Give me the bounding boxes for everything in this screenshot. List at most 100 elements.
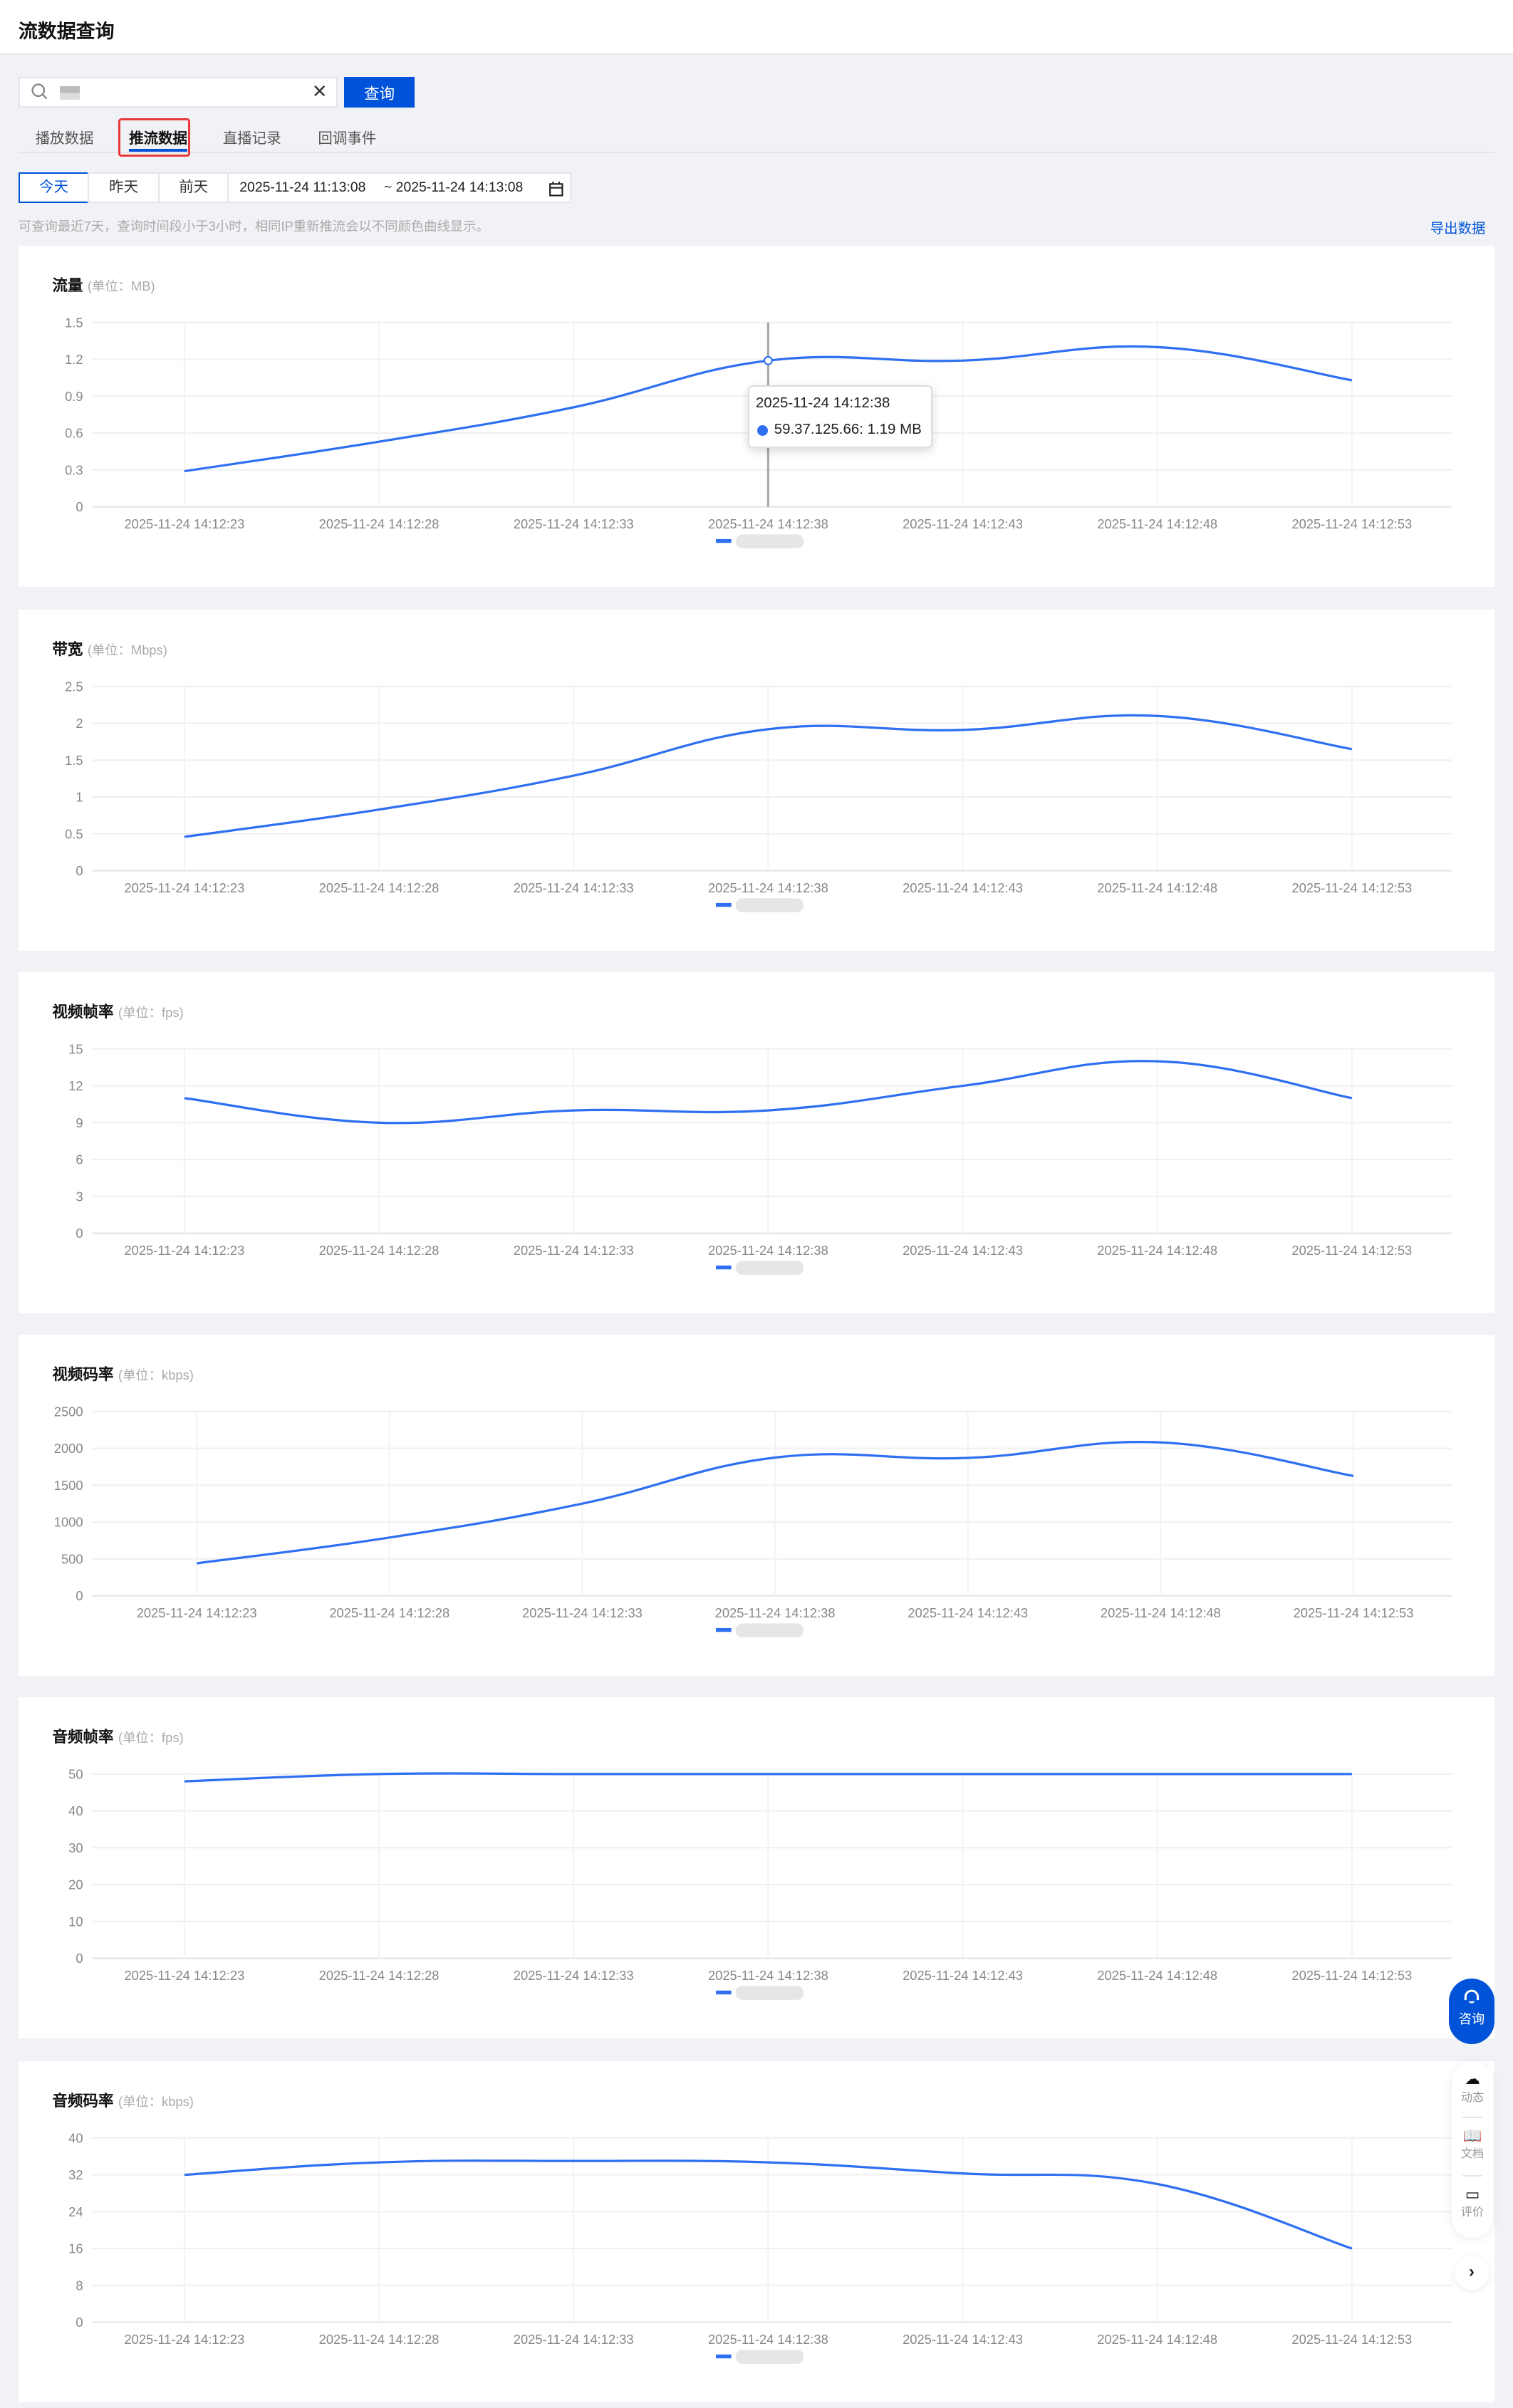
chart-title: 流量 (单位：MB) [52, 273, 155, 296]
page-header: 流数据查询 [0, 0, 1513, 56]
date-day-before-button[interactable]: 前天 [158, 172, 229, 203]
query-hint: 可查询最近7天，查询时间段小于3小时，相同IP重新推流会以不同颜色曲线显示。 [18, 219, 489, 234]
tab-live-records[interactable]: 直播记录 [222, 130, 281, 147]
date-today-button[interactable]: 今天 [18, 172, 90, 203]
date-yesterday-button[interactable]: 昨天 [87, 172, 160, 203]
x-tick-label: 2025-11-24 14:12:23 [124, 516, 244, 531]
legend-swatch[interactable] [715, 538, 732, 543]
y-tick-label: 0 [76, 1588, 83, 1603]
headset-icon [1464, 1989, 1480, 2003]
y-tick-label: 40 [68, 2130, 83, 2145]
y-tick-label: 9 [76, 1115, 83, 1130]
x-tick-label: 2025-11-24 14:12:53 [1291, 2332, 1412, 2347]
y-tick-label: 32 [68, 2167, 83, 2182]
x-tick-label: 2025-11-24 14:12:48 [1097, 516, 1217, 531]
chart-title-text: 视频帧率 [52, 1002, 114, 1021]
query-button[interactable]: 查询 [344, 76, 415, 108]
series-line [184, 2159, 1353, 2250]
chart-bandwidth[interactable]: 0 0.5 1 1.5 2 2.5 2025-11-24 14:12:23 2025-11-2… [19, 610, 1494, 951]
legend-swatch[interactable] [715, 1990, 732, 1995]
y-tick-label: 1.2 [65, 352, 83, 367]
series-dot-icon [756, 425, 769, 437]
y-tick-label: 30 [68, 1840, 83, 1855]
chart-title-text: 音频帧率 [52, 1727, 114, 1746]
y-tick-label: 0 [76, 2315, 83, 2330]
y-tick-label: 1.5 [65, 315, 83, 330]
chart-title-text: 音频码率 [52, 2091, 114, 2110]
clear-icon[interactable]: ✕ [311, 82, 328, 103]
chart-traffic[interactable]: 0 0.3 0.6 0.9 1.2 1.5 2025-11-24 14:12:23 2025-… [19, 246, 1494, 587]
news-button[interactable]: ☁ 动态 [1452, 2070, 1493, 2105]
y-tick-label: 2 [76, 716, 83, 731]
x-tick-label: 2025-11-24 14:12:23 [137, 1605, 257, 1620]
side-toolbar: ☁ 动态 📖 文档 ▭ 评价 [1451, 2061, 1494, 2238]
x-tick-label: 2025-11-24 14:12:33 [514, 880, 634, 895]
chart-title: 视频码率 (单位：kbps) [52, 1362, 194, 1385]
x-tick-label: 2025-11-24 14:12:38 [708, 880, 828, 895]
legend-swatch[interactable] [715, 1265, 732, 1270]
page-title: 流数据查询 [18, 20, 115, 42]
y-tick-label: 0 [76, 1226, 83, 1241]
chart-card-audio-bitrate: 音频码率 (单位：kbps) 0 8 16 24 32 40 2025-11-24 14:12:… [18, 2061, 1495, 2402]
divider [1462, 2174, 1483, 2177]
legend-label-redacted [735, 898, 804, 912]
chart-audio-bitrate[interactable]: 0 8 16 24 32 40 2025-11-24 14:12:23 2025-11-24 … [19, 2061, 1494, 2402]
series-line [184, 1060, 1353, 1125]
calendar-icon [548, 182, 563, 197]
search-icon [31, 83, 48, 100]
chart-video-bitrate[interactable]: 0 500 1000 1500 2000 2500 2025-11-24 14:12:23 2… [19, 1335, 1494, 1676]
x-tick-label: 2025-11-24 14:12:48 [1101, 1605, 1221, 1620]
chart-card-video-bitrate: 视频码率 (单位：kbps) 0 500 1000 1500 2000 2500 2025-11… [18, 1334, 1495, 1676]
consult-button[interactable]: 咨询 [1448, 1978, 1495, 2045]
divider [1462, 2116, 1483, 2118]
x-tick-label: 2025-11-24 14:12:48 [1097, 1243, 1217, 1258]
tab-push-data[interactable]: 推流数据 [129, 126, 187, 152]
consult-label: 咨询 [1458, 2011, 1485, 2026]
news-label: 动态 [1460, 2090, 1485, 2104]
legend-swatch[interactable] [715, 2354, 732, 2359]
date-range-picker[interactable]: 2025-11-24 11:13:08 ~ 2025-11-24 14:13:0… [227, 172, 572, 203]
review-button[interactable]: ▭ 评价 [1452, 2185, 1493, 2220]
x-tick-label: 2025-11-24 14:12:33 [514, 516, 634, 531]
export-data-link[interactable]: 导出数据 [1430, 221, 1486, 237]
y-tick-label: 1.5 [65, 753, 83, 768]
chart-video-fps[interactable]: 0 3 6 9 12 15 2025-11-24 14:12:23 2025-11-24 14… [19, 972, 1494, 1313]
tooltip-value: 59.37.125.66: 1.19 MB [774, 420, 922, 437]
chart-unit: (单位：fps) [118, 1729, 184, 1745]
chart-audio-fps[interactable]: 0 10 20 30 40 50 2025-11-24 14:12:23 2025-11-24… [19, 1697, 1494, 2038]
legend-swatch[interactable] [715, 903, 732, 907]
x-tick-label: 2025-11-24 14:12:38 [715, 1605, 836, 1620]
tab-callback-events[interactable]: 回调事件 [318, 130, 377, 147]
y-tick-label: 2000 [54, 1441, 83, 1456]
collapse-chevron-button[interactable]: › [1455, 2256, 1489, 2290]
legend-swatch[interactable] [715, 1627, 732, 1632]
chart-tooltip: 2025-11-24 14:12:38 59.37.125.66: 1.19 MB [748, 385, 932, 449]
x-tick-label: 2025-11-24 14:12:28 [319, 1968, 440, 1983]
x-tick-label: 2025-11-24 14:12:28 [319, 1243, 440, 1258]
x-tick-label: 2025-11-24 14:12:28 [329, 1605, 449, 1620]
y-tick-label: 20 [68, 1877, 83, 1892]
y-tick-label: 12 [68, 1078, 83, 1093]
tooltip-time: 2025-11-24 14:12:38 [755, 395, 890, 412]
x-tick-label: 2025-11-24 14:12:53 [1291, 880, 1412, 895]
stream-search-input[interactable]: ✕ [18, 76, 338, 108]
x-tick-label: 2025-11-24 14:12:48 [1097, 2332, 1217, 2347]
x-tick-label: 2025-11-24 14:12:43 [903, 516, 1023, 531]
y-tick-label: 0 [76, 1951, 83, 1966]
chart-card-audio-fps: 音频帧率 (单位：fps) 0 10 20 30 40 50 2025-11-24 14:12:… [18, 1696, 1495, 2038]
y-tick-label: 1 [76, 790, 83, 805]
y-tick-label: 0.3 [65, 462, 83, 477]
docs-button[interactable]: 📖 文档 [1452, 2127, 1493, 2162]
redacted-stream-name [59, 85, 80, 100]
tab-play-data[interactable]: 播放数据 [35, 130, 94, 147]
legend-label-redacted [735, 534, 804, 548]
x-tick-label: 2025-11-24 14:12:38 [708, 1968, 828, 1983]
chart-card-bandwidth: 带宽 (单位：Mbps) 0 0.5 1 1.5 2 2.5 2025-11-24 14:12:… [18, 610, 1495, 951]
y-tick-label: 2500 [54, 1404, 83, 1419]
cloud-bell-icon: ☁ [1465, 2069, 1480, 2088]
x-tick-label: 2025-11-24 14:12:38 [708, 516, 828, 531]
y-tick-label: 0.9 [65, 389, 83, 404]
y-tick-label: 1000 [54, 1515, 83, 1530]
y-tick-label: 0 [76, 499, 83, 514]
